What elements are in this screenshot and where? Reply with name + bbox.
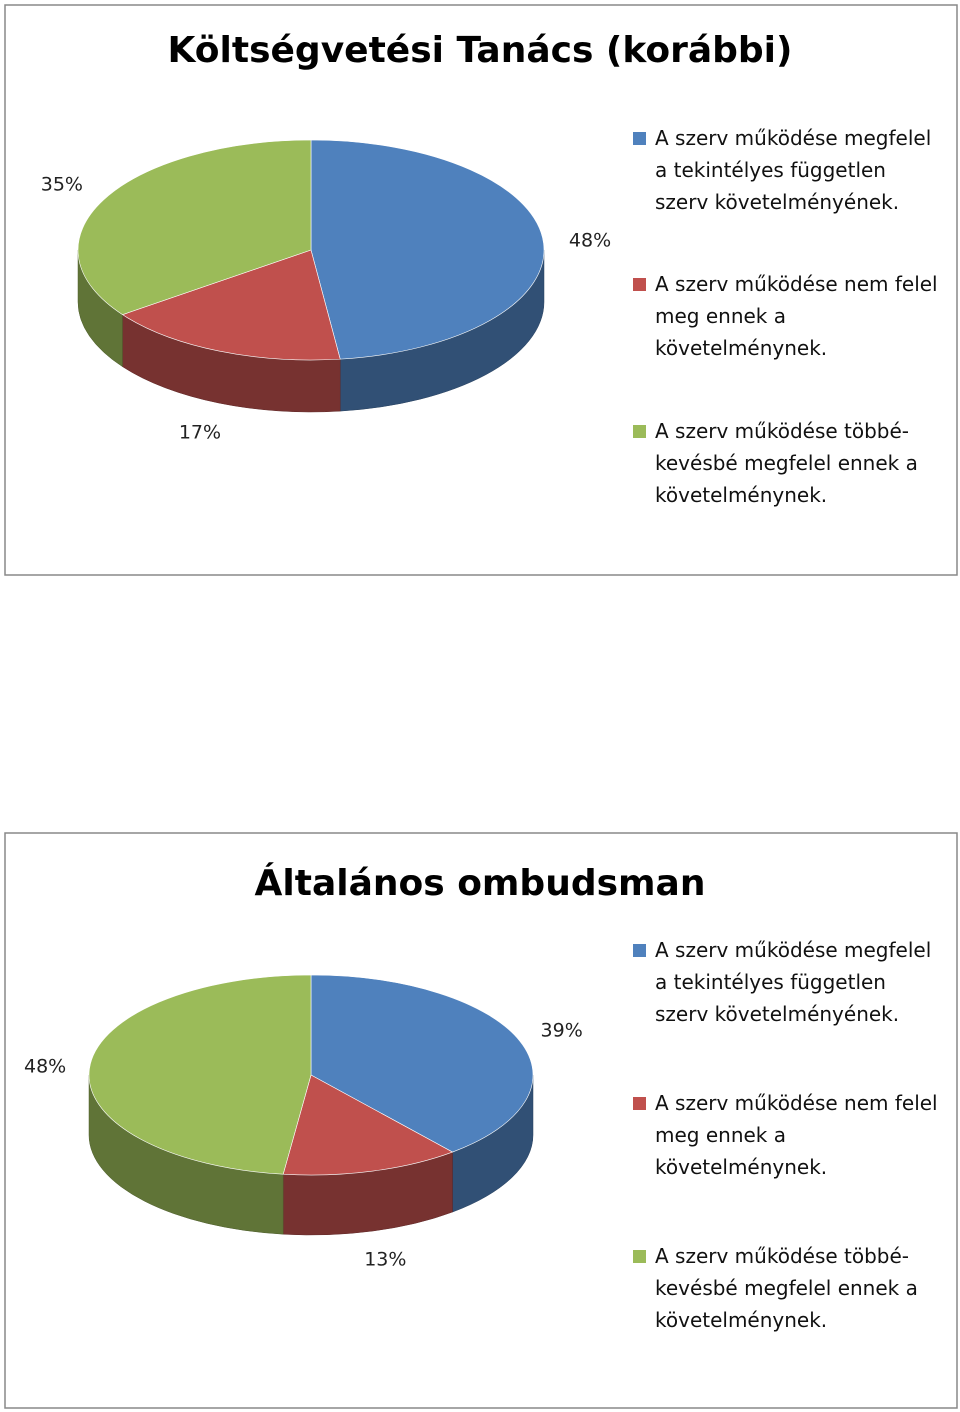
legend-swatch [633, 425, 646, 438]
legend-swatch [633, 278, 646, 291]
legend-swatch [633, 1097, 646, 1110]
legend-swatch [633, 132, 646, 145]
pie-slice [310, 139, 545, 360]
data-label: 48% [24, 1055, 66, 1077]
data-label: 13% [364, 1248, 406, 1270]
legend-entry: A szerv működése megfelel a tekintélyes … [655, 126, 932, 214]
pie-slice [282, 1074, 454, 1176]
data-label: 17% [179, 422, 221, 444]
legend-entry: A szerv működése többé-kevésbé megfelel … [655, 1244, 918, 1332]
legend-swatch [633, 1250, 646, 1263]
pie-slice [310, 974, 534, 1153]
data-label: 48% [569, 230, 611, 252]
pie-slice [88, 974, 312, 1175]
pie-slice [121, 249, 341, 361]
chart-title: Költségvetési Tanács (korábbi) [168, 30, 793, 71]
legend-entry: A szerv működése nem felel meg ennek a k… [655, 272, 938, 360]
legend-entry: A szerv működése megfelel a tekintélyes … [655, 938, 932, 1026]
legend-entry: A szerv működése nem felel meg ennek a k… [655, 1091, 938, 1179]
legend-entry: A szerv működése többé-kevésbé megfelel … [655, 419, 918, 507]
chart-title: Általános ombudsman [255, 862, 706, 904]
legend-swatch [633, 944, 646, 957]
data-label: 39% [541, 1019, 583, 1041]
pie-slice [77, 139, 312, 315]
data-label: 35% [41, 174, 83, 196]
